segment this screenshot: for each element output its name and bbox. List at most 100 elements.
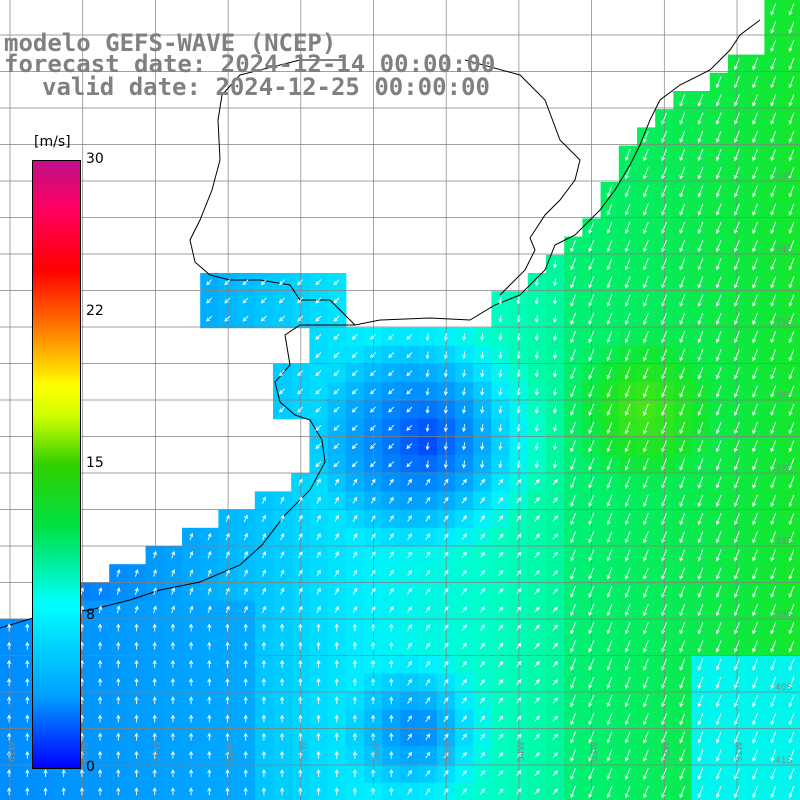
wind-arrow [498,387,503,396]
wind-arrow [552,551,559,558]
wind-arrow [715,330,722,344]
wind-arrow [606,531,613,544]
wind-arrow [225,678,230,686]
wind-arrow [316,605,321,614]
wind-arrow [770,622,777,635]
wind-arrow [734,658,740,671]
wind-arrow [570,713,576,726]
wind-arrow [333,406,340,413]
longitude-label: 61W [8,741,18,762]
wind-arrow [261,714,266,723]
wind-arrow [498,296,503,305]
wind-arrow [479,569,485,577]
wind-arrow [225,750,230,759]
wind-arrow [461,660,467,668]
wind-arrow [606,567,613,580]
wind-arrow [152,750,157,759]
wind-arrow [516,697,522,704]
wind-arrow [298,496,303,504]
wind-arrow [516,387,521,396]
wind-arrow [170,750,175,759]
wind-arrow [407,569,412,577]
wind-arrow [534,588,540,595]
wind-arrow [497,715,504,722]
wind-arrow [570,276,576,289]
wind-arrow [570,603,576,617]
wind-arrow [280,659,285,668]
wind-arrow [315,388,322,395]
wind-arrow [624,785,631,799]
wind-arrow [280,623,285,632]
wind-arrow [315,315,322,322]
longitude-label: 56W [371,741,382,762]
wind-arrow [479,606,485,613]
wind-arrow [134,641,139,650]
wind-arrow [297,388,304,395]
wind-arrow [734,148,740,162]
longitude-label: 53W [589,741,600,762]
wind-arrow [752,349,758,362]
wind-arrow [534,442,539,451]
wind-arrow [261,551,267,559]
wind-arrow [170,787,175,796]
wind-arrow [715,676,722,689]
wind-arrow [770,476,777,489]
wind-arrow [715,585,722,598]
wind-arrow [661,749,667,762]
wind-arrow [588,221,595,234]
wind-arrow [715,421,722,435]
wind-arrow [516,515,522,522]
wind-arrow [661,276,667,289]
wind-arrow [461,533,467,540]
wind-arrow [624,640,631,653]
wind-arrow [770,330,777,344]
wind-arrow [7,641,12,650]
wind-arrow [588,276,595,289]
wind-arrow [443,533,449,541]
wind-arrow [207,569,212,577]
wind-arrow [189,550,194,559]
wind-arrow [661,258,667,271]
wind-arrow [207,605,212,614]
wind-arrow [534,478,540,486]
wind-arrow [25,787,30,796]
wind-arrow [788,221,795,234]
wind-arrow [369,406,376,413]
wind-arrow [480,460,485,469]
wind-arrow [370,478,376,486]
wind-arrow [697,585,704,598]
wind-arrow [479,678,485,686]
wind-arrow [624,476,631,489]
wind-arrow [624,349,631,362]
wind-arrow [770,167,777,180]
wind-arrow [643,476,649,489]
wind-arrow [461,606,467,613]
wind-arrow [334,569,339,577]
wind-arrow [406,370,413,377]
wind-arrow [752,440,758,453]
wind-arrow [516,333,521,342]
wind-arrow [370,533,376,541]
wind-arrow [334,587,339,595]
wind-arrow [369,443,376,450]
wind-arrow [588,640,595,653]
wind-arrow [752,785,758,799]
wind-arrow [389,678,394,686]
wind-arrow [334,532,339,541]
wind-arrow [643,549,649,562]
wind-arrow [370,569,376,577]
wind-arrow [679,476,686,489]
wind-arrow [534,460,539,469]
wind-arrow [770,731,777,744]
wind-arrow [679,731,686,744]
wind-arrow [552,333,558,342]
wind-arrow [606,367,613,380]
wind-arrow [643,185,649,198]
wind-arrow [388,461,395,468]
wind-arrow [261,678,266,686]
wind-arrow [389,696,394,705]
wind-arrow [189,587,194,595]
wind-arrow [461,442,467,451]
wind-arrow [661,421,667,435]
wind-arrow [679,185,686,198]
